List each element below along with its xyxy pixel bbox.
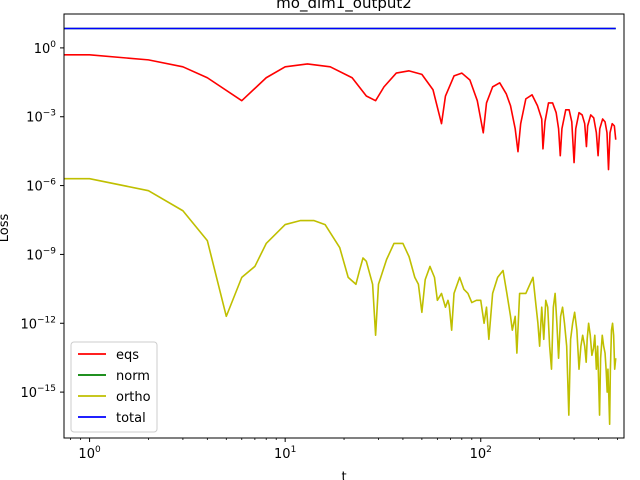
legend-box: [70, 341, 158, 433]
plot-area: [63, 13, 625, 439]
legend-label-total: total: [116, 411, 146, 426]
y-axis-title: Loss: [0, 214, 12, 243]
legend-label-norm: norm: [116, 369, 150, 384]
chart-title: mo_dim1_output2: [276, 0, 412, 13]
legend: eqs norm ortho total: [70, 341, 158, 433]
legend-label-ortho: ortho: [116, 390, 151, 405]
series-line-eqs: [64, 54, 617, 171]
x-axis-title: t: [341, 470, 346, 480]
series-line-ortho: [64, 177, 617, 425]
legend-label-eqs: eqs: [116, 348, 139, 363]
